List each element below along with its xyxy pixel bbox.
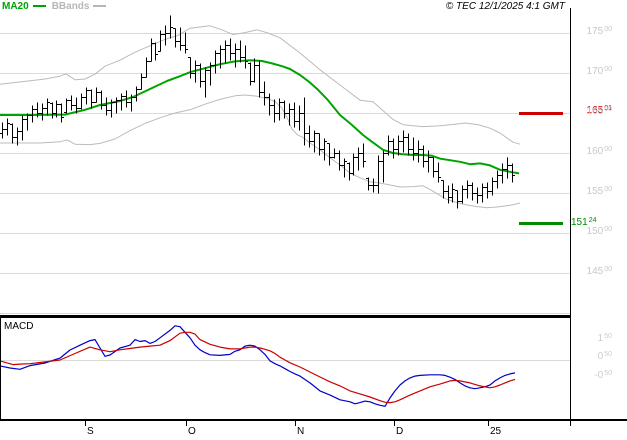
price-axis-label: 17000 [586, 66, 612, 77]
price-axis-label: 16500 [586, 106, 612, 117]
x-axis-tick-label: 25 [490, 426, 502, 437]
macd-panel-title: MACD [4, 321, 34, 332]
ma20-line [0, 59, 520, 175]
price-axis-label: 15500 [586, 186, 612, 197]
price-axis-label: 17500 [586, 26, 612, 37]
copyright-text: © TEC 12/1/2025 4:1 GMT [445, 1, 565, 12]
price-axis-label: 16000 [586, 146, 612, 157]
macd-axis-label: 050 [597, 351, 612, 362]
macd_signal-line [0, 331, 516, 404]
macd-axis-label: -050 [594, 369, 612, 381]
macd-line [0, 325, 516, 407]
x-axis-tick-label: D [396, 426, 404, 437]
legend-ma20-label: MA20 [2, 1, 29, 12]
macd-axis-label: 150 [597, 332, 612, 344]
legend-bbands-label: BBands [51, 1, 90, 12]
ohlc-bars [0, 15, 515, 209]
price-axis-label: 15000 [586, 226, 612, 237]
ma20-line-swatch-icon [32, 5, 46, 8]
x-axis-tick-label: N [297, 426, 305, 437]
x-axis-tick-label: S [87, 426, 94, 437]
x-axis-tick-label: O [188, 426, 196, 437]
legend: MA20 BBands [2, 1, 112, 12]
bbands-line-swatch-icon [93, 5, 107, 8]
support-level-label: 15124 [571, 216, 597, 228]
bbands_upper-line [0, 25, 521, 145]
price-axis-label: 14500 [586, 266, 612, 277]
resistance-level-label: 16501 [586, 104, 612, 116]
